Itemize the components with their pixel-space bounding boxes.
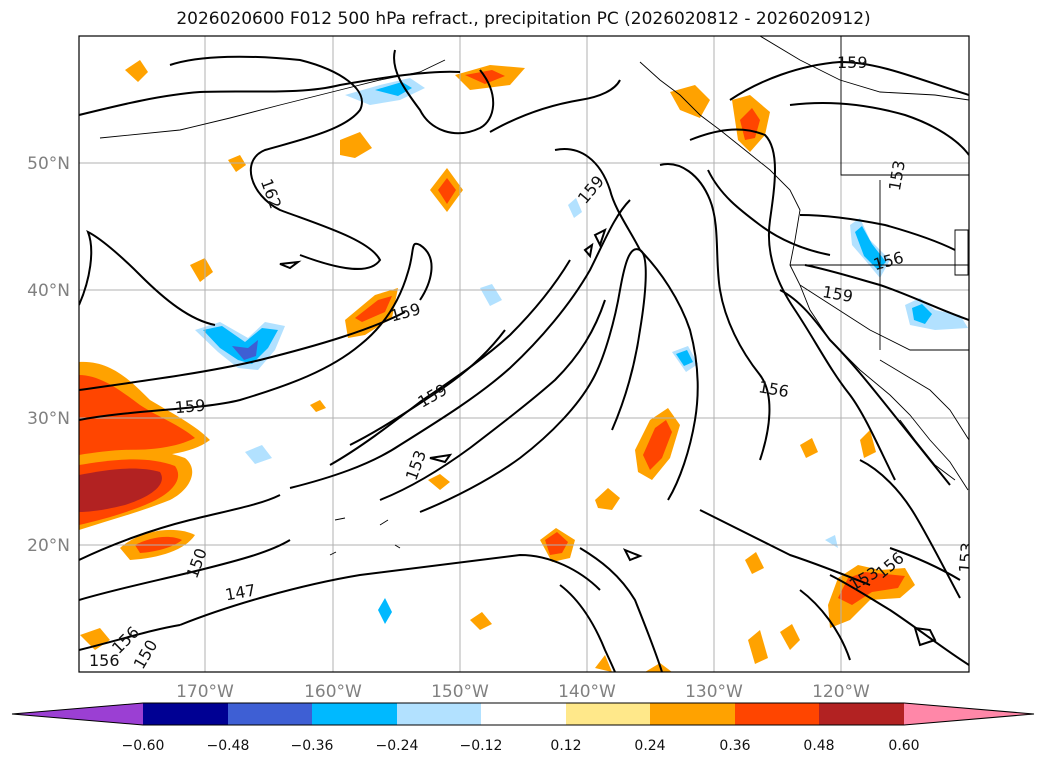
colorbar-segment <box>735 703 819 725</box>
lon-label-120w: 120°W <box>812 682 870 702</box>
colorbar-tick-label: 0.36 <box>719 738 750 754</box>
gridlines <box>79 36 969 672</box>
colorbar-tick-label: −0.48 <box>207 738 250 754</box>
contour-label: 153 <box>955 542 977 574</box>
colorbar-tick-label: 0.24 <box>634 738 665 754</box>
lat-label-50: 50°N <box>27 154 70 174</box>
colorbar-segment <box>228 703 312 725</box>
colorbar-extend-high <box>904 703 1034 725</box>
colorbar <box>11 702 1035 726</box>
lat-tick-labels: 20°N 30°N 40°N 50°N <box>27 154 70 556</box>
contour-labels: 159 162 159 159 159 159 153 156 159 153 … <box>89 53 977 672</box>
map-title: 2026020600 F012 500 hPa refract., precip… <box>176 9 871 29</box>
lat-label-20: 20°N <box>27 536 70 556</box>
colorbar-tick-label: 0.60 <box>888 738 919 754</box>
colorbar-segment <box>819 703 904 725</box>
colorbar-extend-low <box>12 703 143 725</box>
colorbar-tick-label: 0.48 <box>803 738 834 754</box>
lon-label-130w: 130°W <box>685 682 743 702</box>
lat-label-40: 40°N <box>27 281 70 301</box>
colorbar-tick-label: −0.60 <box>122 738 165 754</box>
colorbar-tick-label: −0.12 <box>460 738 503 754</box>
lon-label-150w: 150°W <box>431 682 489 702</box>
contour-label: 159 <box>174 396 206 418</box>
contour-label: 159 <box>837 53 868 72</box>
contour-label: 156 <box>89 651 120 670</box>
colorbar-outline <box>11 702 1035 726</box>
lon-label-170w: 170°W <box>176 682 234 702</box>
contour-layer <box>79 49 969 672</box>
lon-tick-labels: 170°W 160°W 150°W 140°W 130°W 120°W <box>176 682 870 702</box>
colorbar-segment <box>650 703 735 725</box>
colorbar-segment <box>143 703 228 725</box>
colorbar-segment <box>481 703 566 725</box>
colorbar-tick-label: −0.36 <box>291 738 334 754</box>
lat-label-30: 30°N <box>27 409 70 429</box>
colorbar-segment <box>397 703 481 725</box>
colorbar-segment <box>312 703 397 725</box>
colorbar-tick-label: −0.24 <box>376 738 419 754</box>
colorbar-tick-labels: −0.60 −0.48 −0.36 −0.24 −0.12 0.12 0.24 … <box>122 738 920 754</box>
colorbar-tick-label: 0.12 <box>550 738 581 754</box>
map-frame <box>78 35 970 673</box>
lon-label-160w: 160°W <box>304 682 362 702</box>
lon-label-140w: 140°W <box>558 682 616 702</box>
colorbar-segment <box>566 703 650 725</box>
